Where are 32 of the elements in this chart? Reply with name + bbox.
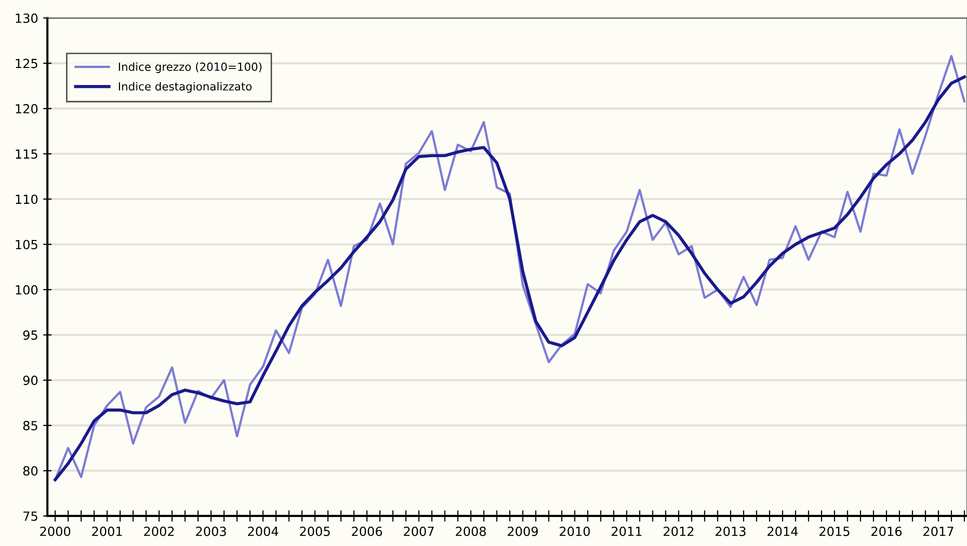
y-tick-label: 90 [23,376,38,386]
y-tick-label: 115 [16,149,38,159]
x-tick-label: 2014 [768,526,798,536]
y-tick-label: 95 [23,330,38,340]
x-tick-label: 2006 [352,526,382,536]
x-tick-label: 2013 [716,526,746,536]
y-tick-label: 75 [23,512,38,521]
x-tick-label: 2007 [404,526,434,536]
x-tick-label: 2002 [144,526,174,536]
x-tick-label: 2017 [923,526,954,536]
y-tick-label: 110 [16,194,38,204]
y-tick-label: 105 [16,240,38,250]
x-tick-label: 2015 [820,526,850,536]
x-tick-label: 2010 [560,526,590,536]
x-tick-label: 2008 [456,526,486,536]
y-tick-label: 80 [23,466,38,476]
y-tick-label: 100 [16,285,38,295]
y-tick-label: 85 [23,420,38,430]
x-tick-label: 2011 [612,526,642,536]
x-tick-label: 2000 [40,526,70,536]
x-tick-label: 2005 [300,526,330,536]
x-tick-label: 2009 [508,526,538,536]
x-tick-label: 2016 [871,526,902,536]
legend-label: Indice destagionalizzato [118,82,252,93]
y-tick-label: 120 [16,104,38,114]
x-tick-label: 2001 [92,526,122,536]
legend-label: Indice grezzo (2010=100) [118,62,262,74]
y-tick-label: 130 [16,13,38,23]
y-tick-label: 125 [16,58,38,68]
x-tick-label: 2004 [248,526,278,536]
x-tick-label: 2003 [196,526,226,536]
x-tick-label: 2012 [664,526,694,536]
